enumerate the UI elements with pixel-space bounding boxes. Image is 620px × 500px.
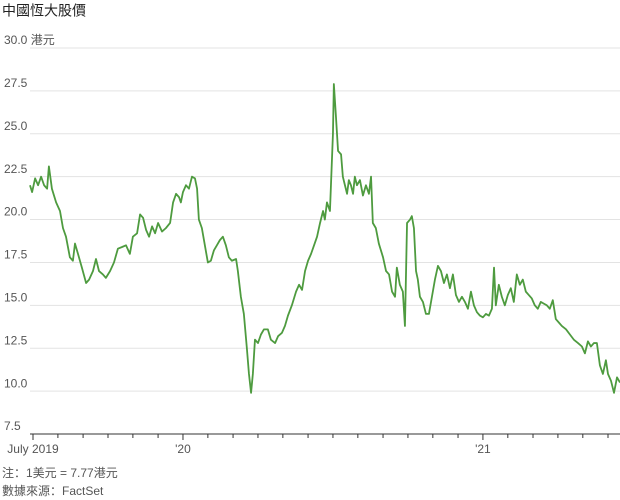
y-tick-label: 22.5 (4, 162, 28, 176)
x-tick-label: July 2019 (7, 442, 59, 456)
y-tick-label: 7.5 (4, 419, 21, 433)
grid: 7.5 10.0 12.5 15.0 17.5 20.0 22.5 25.0 27.5 30.0 … (4, 33, 620, 456)
x-tick-label: '20 (175, 442, 191, 456)
price-line (29, 83, 620, 394)
plot (29, 83, 620, 394)
y-tick-label: 27.5 (4, 76, 28, 90)
y-tick-label: 20.0 (4, 205, 28, 219)
y-tick-label: 10.0 (4, 376, 28, 390)
x-tick-label: '21 (475, 442, 491, 456)
y-tick-label: 12.5 (4, 333, 28, 347)
y-tick-label: 25.0 (4, 119, 28, 133)
note: 注：1美元 = 7.77港元 (2, 465, 118, 480)
y-tick-label: 15.0 (4, 291, 28, 305)
source: 數據來源：FactSet (2, 484, 104, 498)
y-tick-label: 17.5 (4, 248, 28, 262)
chart-title: 中國恆大股價 (2, 3, 86, 19)
y-tick-label: 30.0 港元 (4, 33, 55, 47)
